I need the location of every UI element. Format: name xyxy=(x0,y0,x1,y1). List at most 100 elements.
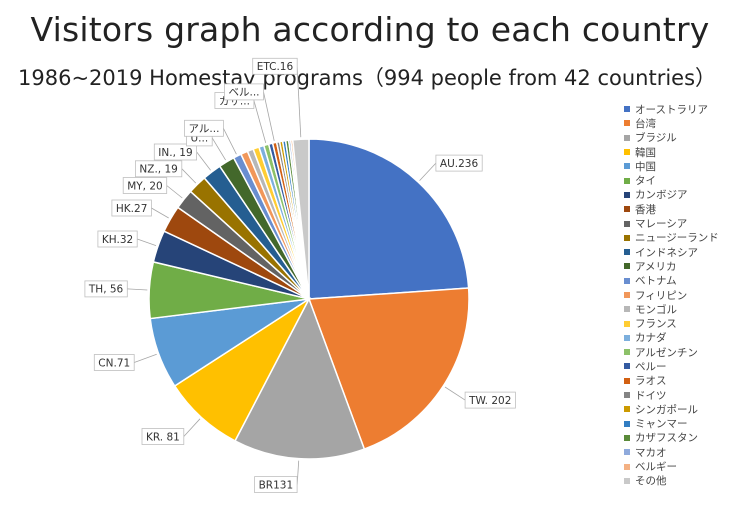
legend-item-6: カンボジア xyxy=(624,188,746,202)
legend-swatch xyxy=(624,149,630,156)
legend-label: ブラジル xyxy=(635,132,677,145)
legend-swatch xyxy=(624,334,630,341)
legend-item-14: モンゴル xyxy=(624,302,746,316)
data-label-text-19: ベル... xyxy=(229,87,260,99)
data-label-text-3: KR. 81 xyxy=(146,431,180,443)
data-label-5: TH, 56 xyxy=(84,280,148,298)
legend-swatch xyxy=(624,249,630,256)
legend-item-3: 韓国 xyxy=(624,145,746,159)
legend-label: フィリピン xyxy=(635,289,688,302)
legend-item-16: カナダ xyxy=(624,331,746,345)
data-label-12: アル... xyxy=(184,119,237,155)
legend-item-23: カザフスタン xyxy=(624,431,746,445)
pie-slice-1 xyxy=(307,287,470,451)
legend-label: インドネシア xyxy=(635,246,698,259)
legend-swatch xyxy=(624,191,630,198)
legend-swatch xyxy=(624,263,630,270)
legend-item-15: フランス xyxy=(624,316,746,330)
legend-label: オーストラリア xyxy=(635,103,708,116)
chart-legend: オーストラリア 台湾ブラジル 韓国 中国タイ カンボジア 香港マレーシア ニュージーランドイ… xyxy=(624,102,746,488)
legend-label: ベルギー xyxy=(635,461,677,474)
data-label-text-5: TH, 56 xyxy=(88,284,124,296)
data-label-2: BR131 xyxy=(254,460,300,494)
legend-label: アメリカ xyxy=(635,260,677,273)
legend-item-25: ベルギー xyxy=(624,459,746,473)
data-label-9: NZ., 19 xyxy=(134,160,197,184)
pie-slices xyxy=(148,138,470,460)
legend-label: カナダ xyxy=(635,332,667,345)
legend-item-13: フィリピン xyxy=(624,288,746,302)
legend-label: シンガポール xyxy=(635,403,698,416)
data-label-text-8: MY, 20 xyxy=(127,180,163,192)
chart-subtitle: 1986~2019 Homestay programs（994 people f… xyxy=(18,66,717,90)
legend-label: ラオス xyxy=(635,375,667,388)
legend-label: マレーシア xyxy=(635,218,688,231)
chart-title: Visitors graph according to each country xyxy=(30,10,710,49)
legend-item-22: ミャンマー xyxy=(624,417,746,431)
legend-swatch xyxy=(624,449,630,456)
legend-swatch xyxy=(624,306,630,313)
legend-label: 中国 xyxy=(635,160,656,173)
legend-item-7: 香港 xyxy=(624,202,746,216)
legend-swatch xyxy=(624,277,630,284)
legend-swatch xyxy=(624,120,630,127)
legend-swatch xyxy=(624,292,630,298)
pie-slice-0 xyxy=(308,138,470,300)
legend-item-1: 台湾 xyxy=(624,116,746,130)
legend-swatch xyxy=(624,134,630,141)
legend-item-2: ブラジル xyxy=(624,131,746,145)
data-label-text-9: NZ., 19 xyxy=(139,164,177,176)
legend-label: ドイツ xyxy=(635,389,667,402)
data-label-text-12: アル... xyxy=(189,123,220,135)
legend-label: カンボジア xyxy=(635,189,688,202)
legend-label: アルゼンチン xyxy=(635,346,698,359)
legend-label: ミャンマー xyxy=(635,418,688,431)
data-label-text-1: TW. 202 xyxy=(468,395,511,407)
legend-item-8: マレーシア xyxy=(624,216,746,230)
legend-label: フランス xyxy=(635,318,677,331)
legend-swatch xyxy=(624,477,630,484)
data-label-3: KR. 81 xyxy=(141,418,201,445)
legend-item-17: アルゼンチン xyxy=(624,345,746,359)
legend-swatch xyxy=(624,463,630,470)
pie-slice-26 xyxy=(291,138,310,300)
data-label-8: MY, 20 xyxy=(122,177,183,199)
legend-item-12: ベトナム xyxy=(624,274,746,288)
legend-item-21: シンガポール xyxy=(624,402,746,416)
legend-label: ベトナム xyxy=(635,275,677,288)
legend-item-18: ペルー xyxy=(624,359,746,373)
legend-item-26: その他 xyxy=(624,474,746,488)
data-label-text-26: ETC.16 xyxy=(257,61,294,73)
legend-swatch xyxy=(624,420,630,427)
legend-label: ニュージーランド xyxy=(635,232,719,245)
legend-label: モンゴル xyxy=(635,303,677,316)
legend-item-11: アメリカ xyxy=(624,259,746,273)
legend-swatch xyxy=(624,377,630,384)
legend-swatch xyxy=(624,234,630,241)
legend-swatch xyxy=(624,163,630,170)
data-label-text-10: IN., 19 xyxy=(158,147,192,159)
legend-item-20: ドイツ xyxy=(624,388,746,402)
pie-slice-2 xyxy=(234,297,366,460)
legend-label: マカオ xyxy=(635,446,667,459)
data-label-0: AU.236 xyxy=(419,154,483,181)
legend-label: その他 xyxy=(635,475,667,488)
data-label-10: IN., 19 xyxy=(153,143,211,171)
legend-item-5: タイ xyxy=(624,173,746,187)
legend-item-10: インドネシア xyxy=(624,245,746,259)
data-label-1: TW. 202 xyxy=(444,386,516,409)
pie-data-labels: AU.236 TW. 202 BR131 KR. 81 CN.71 TH, 56 KH.32… xyxy=(84,57,516,494)
data-label-text-4: CN.71 xyxy=(98,357,130,369)
data-label-text-7: HK.27 xyxy=(116,203,147,215)
legend-item-9: ニュージーランド xyxy=(624,231,746,245)
legend-swatch xyxy=(624,392,630,399)
legend-label: タイ xyxy=(635,175,656,188)
legend-swatch xyxy=(624,220,630,227)
legend-swatch xyxy=(624,349,630,356)
data-label-4: CN.71 xyxy=(93,353,157,371)
legend-label: 香港 xyxy=(635,203,656,216)
legend-label: ペルー xyxy=(635,361,667,373)
legend-item-24: マカオ xyxy=(624,445,746,459)
legend-swatch xyxy=(624,363,630,370)
